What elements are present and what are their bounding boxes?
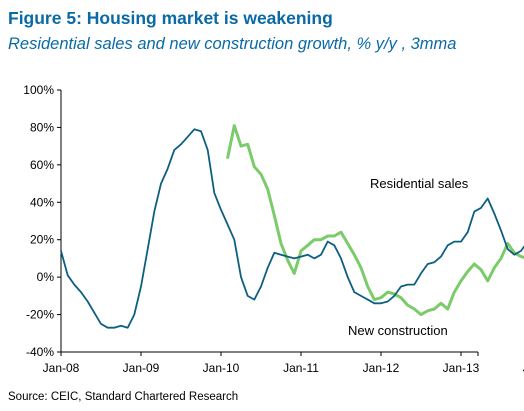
x-tick-label: Jan-10 xyxy=(203,361,240,375)
y-tick-label: 40% xyxy=(30,195,54,209)
series-label-new-construction: New construction xyxy=(348,323,448,338)
chart-axes xyxy=(60,90,478,353)
y-tick-label: 20% xyxy=(30,233,54,247)
y-axis-ticks: 100% 80% 60% 40% 20% 0% -20% -40% xyxy=(23,83,61,359)
y-tick-label: 60% xyxy=(30,158,54,172)
y-tick-label: 100% xyxy=(23,83,54,97)
y-tick-label: 80% xyxy=(30,120,54,134)
x-tick-label: Jan-09 xyxy=(123,361,160,375)
series-line-new-construction xyxy=(226,124,524,317)
x-tick-label: Jan-08 xyxy=(43,361,80,375)
y-tick-label: -20% xyxy=(26,308,54,322)
x-tick-label: Jan-11 xyxy=(283,361,319,375)
figure-subtitle: Residential sales and new construction g… xyxy=(8,35,457,53)
x-tick-label: Jan-12 xyxy=(363,361,400,375)
series-labels: Residential sales New construction xyxy=(348,176,469,338)
y-tick-label: -40% xyxy=(26,345,54,359)
series-label-residential-sales: Residential sales xyxy=(370,176,469,191)
source-note: Source: CEIC, Standard Chartered Researc… xyxy=(8,391,239,403)
x-tick-label: Jan-14 xyxy=(523,361,524,375)
series-layer xyxy=(60,124,524,329)
y-tick-label: 0% xyxy=(37,270,55,284)
x-tick-label: Jan-13 xyxy=(443,361,480,375)
x-axis-ticks: Jan-08 Jan-09 Jan-10 Jan-11 Jan-12 Jan-13 Jan-… xyxy=(43,352,524,375)
figure-title: Figure 5: Housing market is weakening xyxy=(8,8,333,28)
series-line-residential-sales xyxy=(60,128,524,329)
